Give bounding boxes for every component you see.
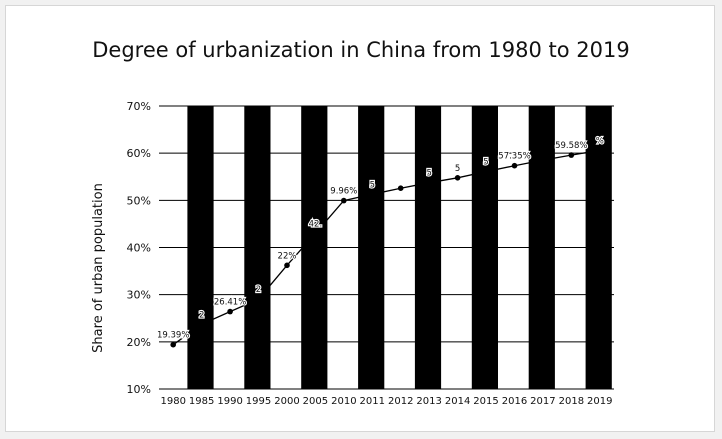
series-line-group — [170, 147, 603, 348]
data-point-2016 — [511, 162, 518, 169]
data-point-2015 — [483, 168, 489, 175]
data-label: 26.41% — [214, 298, 246, 308]
data-label: 5 — [426, 169, 431, 179]
x-tick-label: 2019 — [587, 396, 612, 407]
data-label: 22% — [278, 251, 297, 261]
y-tick-label: 10% — [127, 383, 151, 396]
data-point-2014 — [454, 175, 461, 181]
data-label: 2 — [256, 285, 261, 295]
data-label: 5 — [455, 164, 460, 174]
data-label: 19.39% — [157, 331, 189, 341]
x-tick-label: 1980 — [160, 396, 185, 407]
y-tick-label: 30% — [127, 289, 151, 302]
y-axis-ticks: 10% 20% 30% 40% 50% 60% 70% — [127, 100, 151, 396]
data-point-2018 — [568, 152, 575, 158]
data-point-2019 — [597, 147, 603, 154]
x-tick-label: 2015 — [473, 396, 498, 407]
x-tick-label: 2010 — [331, 396, 356, 407]
chart-card: Degree of urbanization in China from 198… — [5, 5, 715, 432]
x-tick-label: 1995 — [246, 396, 271, 407]
y-tick-label: 20% — [127, 336, 151, 349]
data-point-2012 — [397, 185, 404, 191]
data-label: 59.58% — [555, 141, 587, 151]
gridlines — [159, 105, 614, 390]
data-point-2010 — [341, 197, 347, 204]
y-tick-label: 50% — [127, 194, 151, 207]
data-point-2017 — [540, 157, 546, 163]
x-tick-label: 1990 — [217, 396, 242, 407]
data-point-1980 — [170, 341, 176, 348]
x-tick-label: 2005 — [303, 396, 328, 407]
x-tick-label: 1985 — [189, 396, 214, 407]
data-label: 5 — [370, 180, 375, 190]
x-tick-label: 2017 — [530, 396, 555, 407]
series-line — [172, 149, 600, 346]
data-point-2000 — [284, 262, 290, 269]
x-tick-label: 2012 — [388, 396, 413, 407]
data-labels: 19.39% 2 26.41% 2 22% 42. 9.96% 5 5 5 5 57.35% 59.58… — [156, 135, 605, 342]
x-tick-label: 2000 — [274, 396, 299, 407]
data-point-1990 — [227, 308, 233, 315]
x-tick-label: 2011 — [360, 396, 385, 407]
x-tick-label: 2018 — [559, 396, 584, 407]
data-label: 42. — [309, 219, 323, 229]
x-axis-ticks: 1980 1985 1990 1995 2000 2005 2010 2011 2012 2013… — [160, 396, 612, 407]
data-point-2005 — [312, 230, 319, 237]
data-label: % — [596, 136, 604, 146]
y-tick-label: 60% — [127, 147, 151, 160]
data-label: 5 — [483, 158, 488, 168]
chart-title: Degree of urbanization in China from 198… — [92, 38, 629, 62]
y-axis-title: Share of urban population — [91, 183, 106, 353]
data-label: 57.35% — [498, 152, 530, 162]
y-tick-label: 40% — [127, 242, 151, 255]
data-point-2013 — [426, 179, 433, 186]
x-tick-label: 2013 — [416, 396, 441, 407]
data-label: 2 — [199, 310, 204, 320]
chart: Degree of urbanization in China from 198… — [91, 38, 630, 407]
data-point-1985 — [198, 321, 205, 328]
x-tick-label: 2014 — [445, 396, 470, 407]
x-tick-label: 2016 — [502, 396, 527, 407]
data-point-2011 — [369, 191, 376, 198]
y-tick-label: 70% — [127, 100, 151, 113]
data-point-1995 — [255, 296, 262, 303]
data-label: 9.96% — [330, 187, 357, 197]
